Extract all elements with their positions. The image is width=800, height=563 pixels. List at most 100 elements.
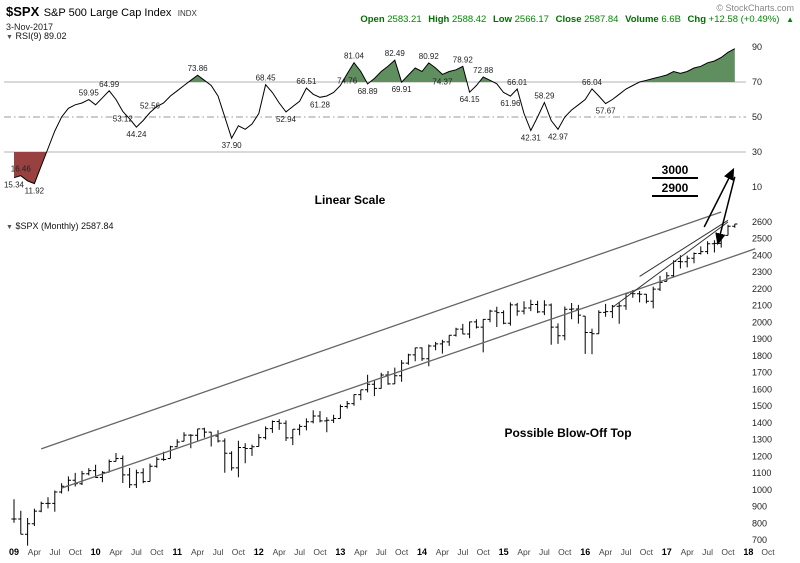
svg-text:1100: 1100 (752, 468, 771, 478)
blow-off-top-annotation: Possible Blow-Off Top (504, 426, 632, 440)
svg-text:2300: 2300 (752, 267, 772, 277)
rsi-fills (14, 48, 735, 184)
chg-up-arrow-icon: ▲ (786, 15, 794, 24)
svg-text:58.29: 58.29 (534, 91, 555, 100)
svg-text:66.51: 66.51 (296, 77, 317, 86)
title-block: $SPX S&P 500 Large Cap Index INDX 3-Nov-… (6, 3, 197, 32)
copyright: © StockCharts.com (716, 3, 794, 13)
svg-text:66.04: 66.04 (582, 78, 603, 87)
chart-date: 3-Nov-2017 (6, 22, 54, 32)
symbol: $SPX (6, 4, 40, 19)
main-series-value: 2587.84 (81, 221, 114, 231)
open-label: Open (360, 14, 385, 25)
svg-text:Oct: Oct (721, 547, 735, 557)
rsi-indicator-name: RSI(9) (15, 31, 42, 41)
svg-text:1500: 1500 (752, 401, 772, 411)
svg-text:Oct: Oct (761, 547, 775, 557)
svg-text:Jul: Jul (213, 547, 224, 557)
svg-text:2600: 2600 (752, 217, 772, 227)
collapse-icon[interactable]: ▼ (6, 34, 13, 41)
svg-text:11: 11 (172, 547, 182, 557)
svg-text:59.95: 59.95 (79, 89, 100, 98)
svg-text:1700: 1700 (752, 368, 772, 378)
svg-text:64.15: 64.15 (460, 95, 481, 104)
svg-text:2500: 2500 (752, 234, 772, 244)
svg-text:900: 900 (752, 502, 767, 512)
svg-text:Apr: Apr (599, 547, 612, 557)
linear-scale-annotation: Linear Scale (314, 193, 386, 207)
svg-text:1600: 1600 (752, 384, 772, 394)
svg-text:68.45: 68.45 (256, 74, 277, 83)
svg-text:78.92: 78.92 (453, 55, 474, 64)
price-target-3000: 3000 (652, 164, 698, 179)
svg-text:Oct: Oct (69, 547, 83, 557)
svg-text:50: 50 (752, 112, 762, 122)
low-value: 2566.17 (514, 14, 549, 25)
svg-text:69.91: 69.91 (392, 85, 413, 94)
rsi-line (13, 48, 736, 185)
svg-text:12: 12 (254, 547, 264, 557)
svg-text:Jul: Jul (621, 547, 632, 557)
volume-label: Volume (625, 14, 659, 25)
svg-text:Jul: Jul (539, 547, 550, 557)
high-value: 2588.42 (452, 14, 487, 25)
svg-text:14: 14 (417, 547, 427, 557)
svg-text:53.12: 53.12 (113, 115, 134, 124)
svg-text:Oct: Oct (395, 547, 409, 557)
main-panel-label: ▼ $SPX (Monthly) 2587.84 (6, 221, 114, 231)
chart-header: $SPX S&P 500 Large Cap Index INDX 3-Nov-… (6, 3, 794, 32)
svg-text:42.97: 42.97 (548, 132, 569, 141)
svg-text:1900: 1900 (752, 334, 772, 344)
svg-text:61.28: 61.28 (310, 100, 331, 109)
svg-text:74.37: 74.37 (432, 77, 453, 86)
svg-text:Oct: Oct (150, 547, 164, 557)
svg-text:800: 800 (752, 518, 767, 528)
drop-down-arrow (715, 176, 736, 246)
main-series-name: $SPX (Monthly) (15, 221, 79, 231)
svg-text:10: 10 (752, 182, 762, 192)
price-axis-labels: 2600 2500 2400 2300 2200 2100 2000 1900 1800 1700… (752, 217, 772, 545)
svg-text:Apr: Apr (681, 547, 694, 557)
svg-text:61.96: 61.96 (500, 99, 521, 108)
annotation-arrows (703, 167, 736, 246)
svg-text:57.67: 57.67 (596, 107, 617, 116)
svg-text:73.86: 73.86 (188, 64, 209, 73)
svg-text:80.92: 80.92 (419, 52, 440, 61)
svg-text:Apr: Apr (436, 547, 449, 557)
svg-text:1400: 1400 (752, 418, 772, 428)
collapse-icon[interactable]: ▼ (6, 224, 13, 231)
svg-text:90: 90 (752, 42, 762, 52)
svg-text:44.24: 44.24 (126, 130, 147, 139)
svg-text:1000: 1000 (752, 485, 772, 495)
svg-text:1200: 1200 (752, 451, 772, 461)
rsi-axis-labels: 90 70 50 30 10 (752, 42, 762, 192)
wedge-lower (612, 221, 729, 308)
close-value: 2587.84 (584, 14, 619, 25)
svg-text:52.56: 52.56 (140, 102, 161, 111)
svg-text:42.31: 42.31 (521, 133, 542, 142)
quote-block: © StockCharts.com Open 2583.21 High 2588… (360, 3, 794, 32)
svg-text:64.99: 64.99 (99, 80, 120, 89)
low-label: Low (492, 14, 512, 25)
quote-line: Open 2583.21 High 2588.42 Low 2566.17 Cl… (360, 14, 794, 25)
svg-text:13: 13 (335, 547, 345, 557)
svg-text:16.46: 16.46 (11, 165, 32, 174)
price-target-2900: 2900 (652, 182, 698, 197)
svg-text:70: 70 (752, 77, 762, 87)
close-label: Close (555, 14, 582, 25)
svg-text:82.49: 82.49 (385, 49, 406, 58)
svg-text:Oct: Oct (313, 547, 327, 557)
svg-text:2000: 2000 (752, 317, 772, 327)
exchange-tag: INDX (177, 9, 197, 18)
svg-text:Jul: Jul (294, 547, 305, 557)
svg-text:Apr: Apr (354, 547, 367, 557)
svg-text:Oct: Oct (558, 547, 572, 557)
svg-text:66.01: 66.01 (507, 78, 528, 87)
trendlines (40, 211, 756, 489)
svg-text:17: 17 (662, 547, 672, 557)
svg-text:37.90: 37.90 (222, 141, 243, 150)
wedge-upper (639, 219, 729, 277)
rsi-indicator-value: 89.02 (43, 31, 67, 41)
svg-text:Apr: Apr (517, 547, 530, 557)
